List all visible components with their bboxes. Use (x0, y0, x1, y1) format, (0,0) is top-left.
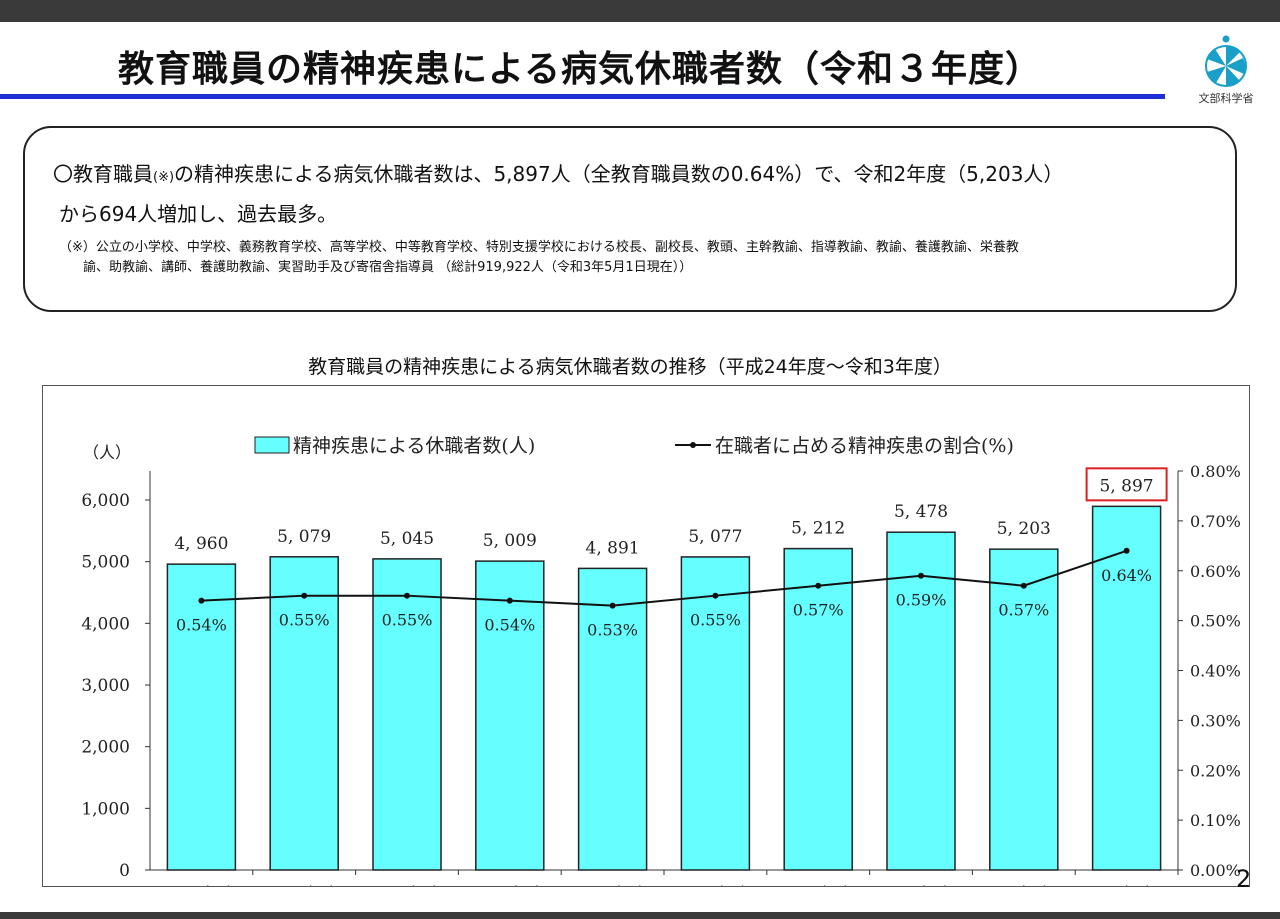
summary-note-1: （※）公立の小学校、中学校、義務教育学校、高等学校、中等教育学校、特別支援学校に… (59, 240, 1019, 255)
right-tick-label: 0.40% (1190, 662, 1241, 681)
ratio-point (1020, 582, 1027, 589)
bar (680, 556, 751, 871)
ratio-line (201, 549, 1127, 607)
x-tick-label: H27年度 (475, 885, 545, 886)
bar-value-label: 5, 478 (894, 502, 948, 522)
right-tick-label: 0.50% (1190, 612, 1241, 631)
chart-title: 教育職員の精神疾患による病気休職者数の推移（平成24年度～令和3年度） (308, 356, 952, 378)
right-tick-label: 0.20% (1190, 761, 1241, 780)
ratio-point (609, 602, 616, 609)
line-value-label: 0.55% (279, 611, 330, 630)
ratio-point (1123, 547, 1130, 554)
ratio-point (404, 592, 410, 599)
bar (166, 563, 237, 871)
left-tick-label: 0 (119, 861, 130, 881)
line-value-label: 0.55% (382, 611, 433, 630)
chart: 精神疾患による休職者数(人) 在職者に占める精神疾患の割合(%) （人） 0 1,00… (81, 435, 1241, 905)
line-value-label: 0.55% (690, 611, 741, 630)
left-tick-label: 3,000 (81, 676, 130, 696)
ratio-point (918, 572, 924, 579)
bar-value-label: 5, 203 (997, 519, 1051, 539)
right-tick-label: 0.30% (1190, 711, 1241, 730)
bar (577, 567, 648, 871)
ratio-point (198, 597, 205, 604)
chart-bars (166, 505, 1162, 871)
bar (1091, 505, 1162, 871)
summary-box: 〇教育職員(※)の精神疾患による病気休職者数は、5,897人（全教育職員数の0.… (23, 126, 1237, 312)
bar-value-label: 5, 009 (483, 531, 537, 551)
left-tick-label: 4,000 (81, 614, 130, 634)
right-tick-label: 0.80% (1190, 462, 1241, 481)
summary-line-2: から694人増加し、過去最多。 (59, 202, 338, 226)
bar-value-label: 5, 079 (277, 527, 331, 547)
legend-bar-swatch (254, 436, 290, 454)
bar-value-label: 5, 212 (791, 519, 845, 539)
chart-axes: （人） 0 1,000 2,000 3,000 4,000 5,000 6,000 0.00% 0… (81, 443, 1241, 905)
left-tick-label: 2,000 (81, 738, 130, 758)
bar (989, 548, 1059, 871)
left-tick-label: 1,000 (81, 799, 130, 819)
legend-line-marker (690, 442, 696, 448)
summary-mark: (※) (153, 170, 175, 185)
summary-line-1-a: 〇教育職員 (53, 162, 153, 186)
bar (475, 560, 545, 871)
x-tick-label: H30年度 (783, 885, 853, 886)
line-value-label: 0.53% (587, 621, 638, 640)
legend-line-label: 在職者に占める精神疾患の割合(%) (715, 435, 1014, 457)
title-rule (0, 94, 1165, 99)
bar-value-label: 4, 960 (174, 534, 228, 554)
x-tick-label: R元年度 (889, 885, 953, 886)
ratio-point (815, 582, 822, 589)
highlight-box (1085, 467, 1168, 502)
bar-value-label: 5, 077 (688, 527, 742, 547)
line-value-label: 0.64% (1101, 566, 1152, 585)
ratio-point (506, 597, 513, 604)
line-value-label: 0.54% (176, 616, 227, 635)
bar (269, 556, 339, 871)
ministry-logo: 文部科学省 (1196, 32, 1256, 112)
line-value-label: 0.57% (998, 601, 1049, 620)
page-title: 教育職員の精神疾患による病気休職者数（令和３年度） (118, 49, 1042, 90)
x-tick-label: R3年度 (1098, 885, 1156, 886)
chart-line (198, 547, 1130, 609)
bar-value-label: 4, 891 (586, 538, 640, 558)
x-tick-label: H28年度 (577, 885, 647, 886)
right-tick-label: 0.10% (1190, 811, 1241, 830)
ratio-point (712, 592, 719, 599)
right-tick-label: 0.00% (1190, 861, 1241, 880)
bar (372, 558, 442, 871)
left-axis-unit: （人） (83, 443, 131, 462)
x-tick-label: H25年度 (269, 885, 339, 886)
bar (783, 547, 853, 871)
line-value-label: 0.54% (484, 616, 535, 635)
chart-legend: 精神疾患による休職者数(人) 在職者に占める精神疾患の割合(%) (254, 435, 1014, 457)
page-number: 2 (1236, 865, 1252, 893)
summary-line-1: 〇教育職員(※)の精神疾患による病気休職者数は、5,897人（全教育職員数の0.… (53, 158, 1063, 187)
right-tick-label: 0.60% (1190, 562, 1241, 581)
left-tick-label: 6,000 (81, 491, 130, 511)
bar-value-label: 5, 045 (380, 529, 434, 549)
x-tick-label: H24年度 (166, 885, 236, 886)
left-tick-label: 5,000 (81, 553, 130, 573)
slide: 教育職員の精神疾患による病気休職者数（令和３年度） 文部科学省 〇教育職員(※)… (0, 22, 1280, 912)
x-tick-label: H26年度 (372, 885, 442, 886)
bar-value-label: 5, 897 (1100, 476, 1154, 496)
summary-note-2: 諭、助教諭、講師、養護助教諭、実習助手及び寄宿舎指導員 （総計919,922人（… (83, 260, 693, 275)
logo-text: 文部科学省 (1198, 92, 1254, 105)
ratio-point (301, 592, 308, 599)
line-value-label: 0.59% (896, 591, 947, 610)
bar (886, 531, 956, 871)
x-tick-label: R2年度 (995, 885, 1053, 886)
summary-line-1-b: の精神疾患による病気休職者数は、5,897人（全教育職員数の0.64%）で、令和… (174, 162, 1064, 186)
legend-bar-label: 精神疾患による休職者数(人) (293, 435, 535, 457)
right-tick-label: 0.70% (1190, 512, 1241, 531)
chart-frame: 精神疾患による休職者数(人) 在職者に占める精神疾患の割合(%) （人） 0 1,00… (42, 385, 1250, 905)
mext-emblem-icon (1205, 35, 1247, 87)
line-value-label: 0.57% (793, 601, 844, 620)
chart-labels: 4, 960 0.54% 5, 079 0.55% 5, 045 0.55% 5, 009 0… (174, 467, 1168, 640)
x-tick-label: H29年度 (680, 885, 750, 886)
